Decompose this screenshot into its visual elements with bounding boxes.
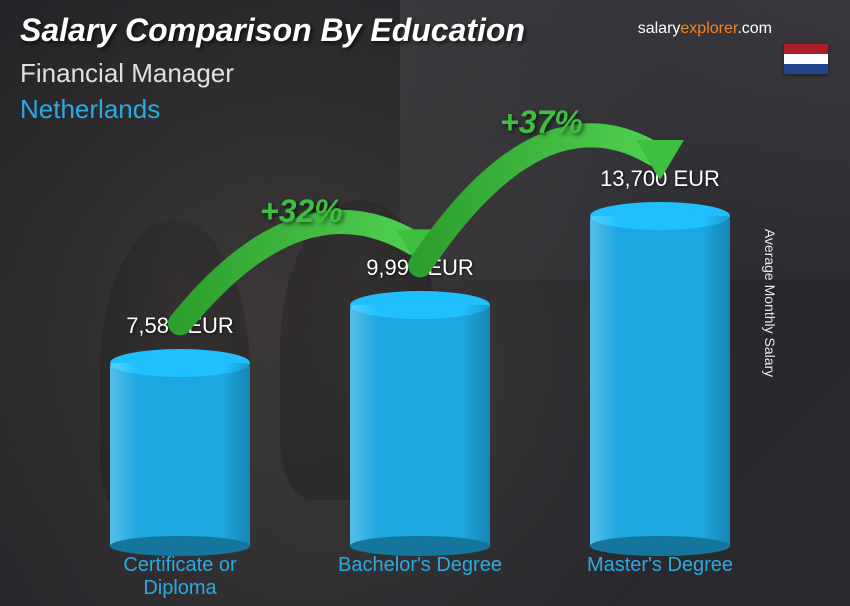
chart-subtitle: Financial Manager [20,58,234,89]
chart-title: Salary Comparison By Education [20,12,525,49]
chart-country: Netherlands [20,94,160,125]
brand-part2: explorer [680,20,737,37]
brand-part3: .com [737,20,772,37]
flag-stripe-mid [784,54,828,64]
increase-arrow-1 [80,126,770,546]
category-label-1: Bachelor's Degree [330,554,510,577]
bar-chart: 7,580 EURCertificate or Diploma9,990 EUR… [80,126,770,546]
percent-increase-1: +37% [500,104,583,141]
flag-icon [784,44,828,74]
category-label-2: Master's Degree [570,554,750,577]
flag-stripe-bot [784,64,828,74]
category-label-0: Certificate or Diploma [90,554,270,600]
infographic-container: Salary Comparison By Education Financial… [0,0,850,606]
brand-watermark: salaryexplorer.com [638,20,772,38]
flag-stripe-top [784,44,828,54]
brand-part1: salary [638,20,681,37]
